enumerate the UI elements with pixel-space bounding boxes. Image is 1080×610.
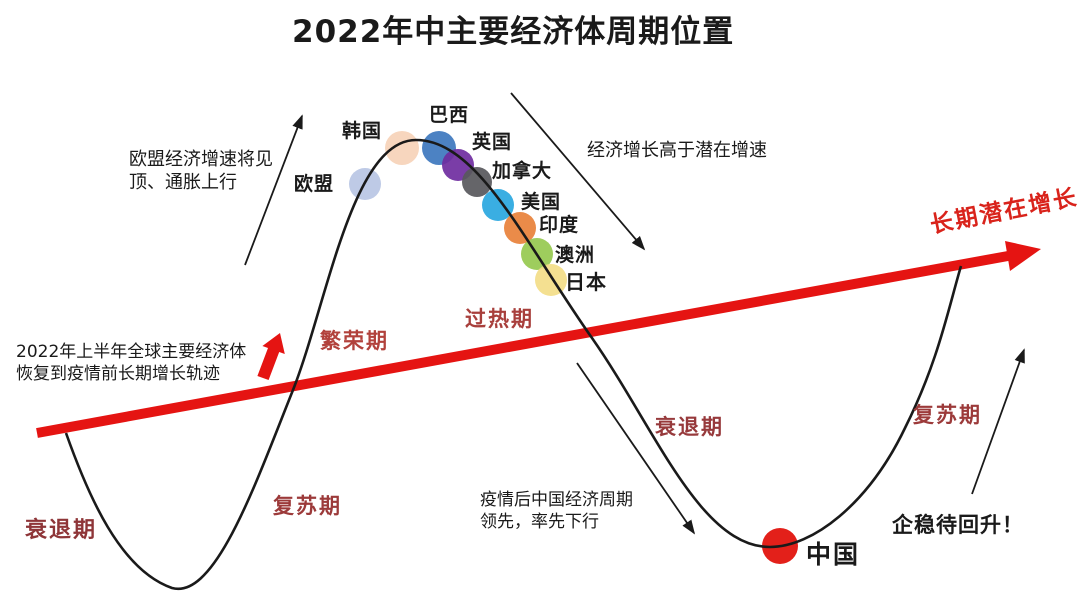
country-label-india: 印度 <box>539 214 580 236</box>
country-label-korea: 韩国 <box>342 120 383 142</box>
phase-label-recovery-right: 复苏期 <box>913 403 982 427</box>
phase-label-recession-left: 衰退期 <box>25 518 98 543</box>
eu-upswing-arrow <box>244 114 303 266</box>
annotation-eu-peak-line1: 欧盟经济增速将见 <box>129 149 273 170</box>
annotation-recovered-2022: 2022年上半年全球主要经济体 恢复到疫情前长期增长轨迹 <box>16 341 246 385</box>
country-label-usa: 美国 <box>521 191 562 213</box>
phase-label-prosperity: 繁荣期 <box>320 329 389 353</box>
country-label-canada: 加拿大 <box>492 160 553 182</box>
annotation-china-cycle-line1: 疫情后中国经济周期 <box>480 490 633 510</box>
country-dot-usa <box>482 189 514 221</box>
phase-label-overheat: 过热期 <box>465 307 534 331</box>
country-label-australia: 澳洲 <box>555 244 596 266</box>
rebound-arrow <box>971 348 1025 495</box>
country-label-eu: 欧盟 <box>294 173 335 195</box>
recovered-up-block-arrow <box>257 333 285 380</box>
trend-arrow-shaft <box>36 251 1009 438</box>
country-label-uk: 英国 <box>472 131 513 153</box>
country-label-brazil: 巴西 <box>429 104 470 126</box>
phase-label-recession-right: 衰退期 <box>655 415 724 439</box>
annotation-recovered-2022-line1: 2022年上半年全球主要经济体 <box>16 342 247 362</box>
annotation-above-potential: 经济增长高于潜在增速 <box>587 140 767 161</box>
annotation-stabilize: 企稳待回升！ <box>892 513 1024 537</box>
annotation-eu-peak-line2: 顶、通胀上行 <box>129 172 237 193</box>
country-dot-japan <box>535 264 567 296</box>
china-label: 中国 <box>806 540 861 569</box>
trend-arrowhead <box>1005 241 1041 271</box>
country-dot-korea <box>385 131 419 165</box>
annotation-china-cycle-line2: 领先，率先下行 <box>480 512 599 532</box>
country-dot-canada <box>462 167 492 197</box>
annotation-eu-peak: 欧盟经济增速将见 顶、通胀上行 <box>129 148 273 194</box>
china-downswing-arrow <box>576 362 696 535</box>
above-potential-arrow <box>510 92 646 251</box>
annotation-china-cycle: 疫情后中国经济周期 领先，率先下行 <box>480 489 633 533</box>
cycle-curve <box>64 138 963 591</box>
annotation-recovered-2022-line2: 恢复到疫情前长期增长轨迹 <box>16 364 220 384</box>
phase-label-recovery-left: 复苏期 <box>273 494 342 518</box>
page-title: 2022年中主要经济体周期位置 <box>292 14 735 50</box>
country-label-japan: 日本 <box>565 270 607 294</box>
